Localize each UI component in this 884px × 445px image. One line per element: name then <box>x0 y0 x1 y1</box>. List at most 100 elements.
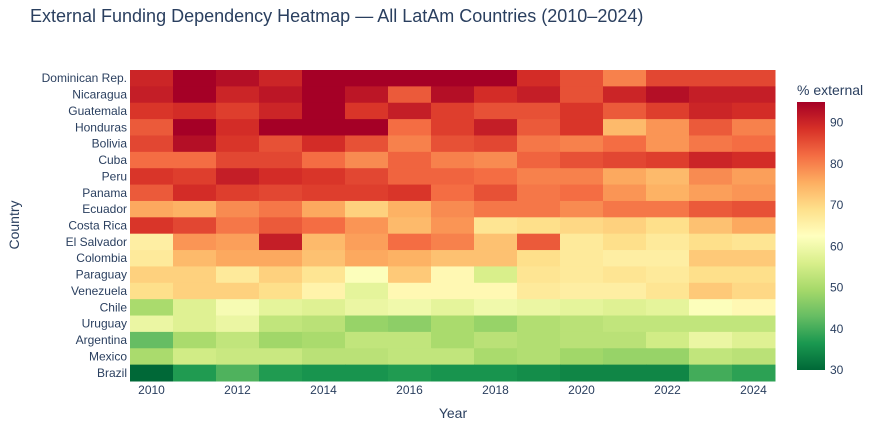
heatmap-cell[interactable] <box>474 184 518 202</box>
heatmap-cell[interactable] <box>345 70 389 87</box>
heatmap-cell[interactable] <box>259 331 303 349</box>
heatmap-cell[interactable] <box>259 299 303 317</box>
heatmap-cell[interactable] <box>259 135 303 153</box>
heatmap-cell[interactable] <box>302 315 346 333</box>
heatmap-cell[interactable] <box>560 348 604 366</box>
heatmap-cell[interactable] <box>216 102 260 120</box>
heatmap-cell[interactable] <box>732 266 776 284</box>
heatmap-cell[interactable] <box>259 70 303 87</box>
heatmap-cell[interactable] <box>173 184 217 202</box>
heatmap-cell[interactable] <box>560 282 604 300</box>
heatmap-cell[interactable] <box>560 168 604 186</box>
heatmap-cell[interactable] <box>560 217 604 235</box>
heatmap-cell[interactable] <box>431 233 475 251</box>
heatmap-cell[interactable] <box>689 299 733 317</box>
heatmap-cell[interactable] <box>302 233 346 251</box>
heatmap-cell[interactable] <box>517 364 561 382</box>
heatmap-cell[interactable] <box>173 331 217 349</box>
heatmap-cell[interactable] <box>302 217 346 235</box>
heatmap-cell[interactable] <box>388 119 432 136</box>
heatmap-cell[interactable] <box>130 168 174 186</box>
heatmap-cell[interactable] <box>560 266 604 284</box>
heatmap-cell[interactable] <box>517 102 561 120</box>
heatmap-cell[interactable] <box>259 119 303 136</box>
heatmap-cell[interactable] <box>474 119 518 136</box>
heatmap-cell[interactable] <box>646 348 690 366</box>
heatmap-cell[interactable] <box>689 315 733 333</box>
heatmap-cell[interactable] <box>474 200 518 218</box>
heatmap-cell[interactable] <box>603 250 647 267</box>
heatmap-cell[interactable] <box>259 364 303 382</box>
heatmap-cell[interactable] <box>646 168 690 186</box>
heatmap-cell[interactable] <box>431 70 475 87</box>
heatmap-cell[interactable] <box>603 86 647 104</box>
heatmap-cell[interactable] <box>732 233 776 251</box>
heatmap-cell[interactable] <box>388 70 432 87</box>
heatmap-cell[interactable] <box>388 200 432 218</box>
heatmap-cell[interactable] <box>345 200 389 218</box>
heatmap-cell[interactable] <box>517 233 561 251</box>
heatmap-cell[interactable] <box>388 102 432 120</box>
heatmap-cell[interactable] <box>431 184 475 202</box>
heatmap-cell[interactable] <box>474 168 518 186</box>
heatmap-cell[interactable] <box>474 299 518 317</box>
heatmap-cell[interactable] <box>216 282 260 300</box>
heatmap-cell[interactable] <box>345 299 389 317</box>
heatmap-cell[interactable] <box>474 217 518 235</box>
heatmap-cell[interactable] <box>732 315 776 333</box>
heatmap-cell[interactable] <box>173 233 217 251</box>
heatmap-cell[interactable] <box>646 250 690 267</box>
heatmap-cell[interactable] <box>302 364 346 382</box>
heatmap-cell[interactable] <box>431 331 475 349</box>
heatmap-cell[interactable] <box>474 86 518 104</box>
heatmap-cell[interactable] <box>474 315 518 333</box>
heatmap-cell[interactable] <box>732 200 776 218</box>
heatmap-cell[interactable] <box>345 86 389 104</box>
heatmap-cell[interactable] <box>560 70 604 87</box>
heatmap-cell[interactable] <box>216 364 260 382</box>
heatmap-cell[interactable] <box>689 200 733 218</box>
heatmap-cell[interactable] <box>431 86 475 104</box>
heatmap-cell[interactable] <box>560 299 604 317</box>
heatmap-cell[interactable] <box>732 168 776 186</box>
heatmap-cell[interactable] <box>345 135 389 153</box>
heatmap-cell[interactable] <box>345 315 389 333</box>
heatmap-cell[interactable] <box>560 200 604 218</box>
heatmap-cell[interactable] <box>646 282 690 300</box>
heatmap-cell[interactable] <box>689 184 733 202</box>
heatmap-cell[interactable] <box>388 299 432 317</box>
heatmap-cell[interactable] <box>603 119 647 136</box>
heatmap-cell[interactable] <box>302 348 346 366</box>
heatmap-cell[interactable] <box>689 250 733 267</box>
heatmap-cell[interactable] <box>431 135 475 153</box>
heatmap-cell[interactable] <box>259 266 303 284</box>
heatmap-cell[interactable] <box>603 200 647 218</box>
heatmap-cell[interactable] <box>517 266 561 284</box>
heatmap-cell[interactable] <box>216 315 260 333</box>
heatmap-cell[interactable] <box>646 119 690 136</box>
heatmap-cell[interactable] <box>474 364 518 382</box>
heatmap-cell[interactable] <box>130 151 174 169</box>
heatmap-cell[interactable] <box>431 250 475 267</box>
heatmap-cell[interactable] <box>388 250 432 267</box>
heatmap-cell[interactable] <box>173 200 217 218</box>
heatmap-cell[interactable] <box>216 151 260 169</box>
heatmap-cell[interactable] <box>603 364 647 382</box>
heatmap-cell[interactable] <box>603 135 647 153</box>
heatmap-cell[interactable] <box>517 119 561 136</box>
heatmap-cell[interactable] <box>517 299 561 317</box>
heatmap-cell[interactable] <box>173 217 217 235</box>
heatmap-cell[interactable] <box>302 184 346 202</box>
heatmap-cell[interactable] <box>732 184 776 202</box>
heatmap-cell[interactable] <box>732 151 776 169</box>
heatmap-cell[interactable] <box>517 217 561 235</box>
heatmap-cell[interactable] <box>302 102 346 120</box>
heatmap-cell[interactable] <box>216 217 260 235</box>
heatmap-cell[interactable] <box>388 168 432 186</box>
heatmap-cell[interactable] <box>431 282 475 300</box>
heatmap-cell[interactable] <box>560 151 604 169</box>
heatmap-cell[interactable] <box>302 119 346 136</box>
heatmap-cell[interactable] <box>431 119 475 136</box>
heatmap-cell[interactable] <box>345 331 389 349</box>
heatmap-cell[interactable] <box>689 70 733 87</box>
